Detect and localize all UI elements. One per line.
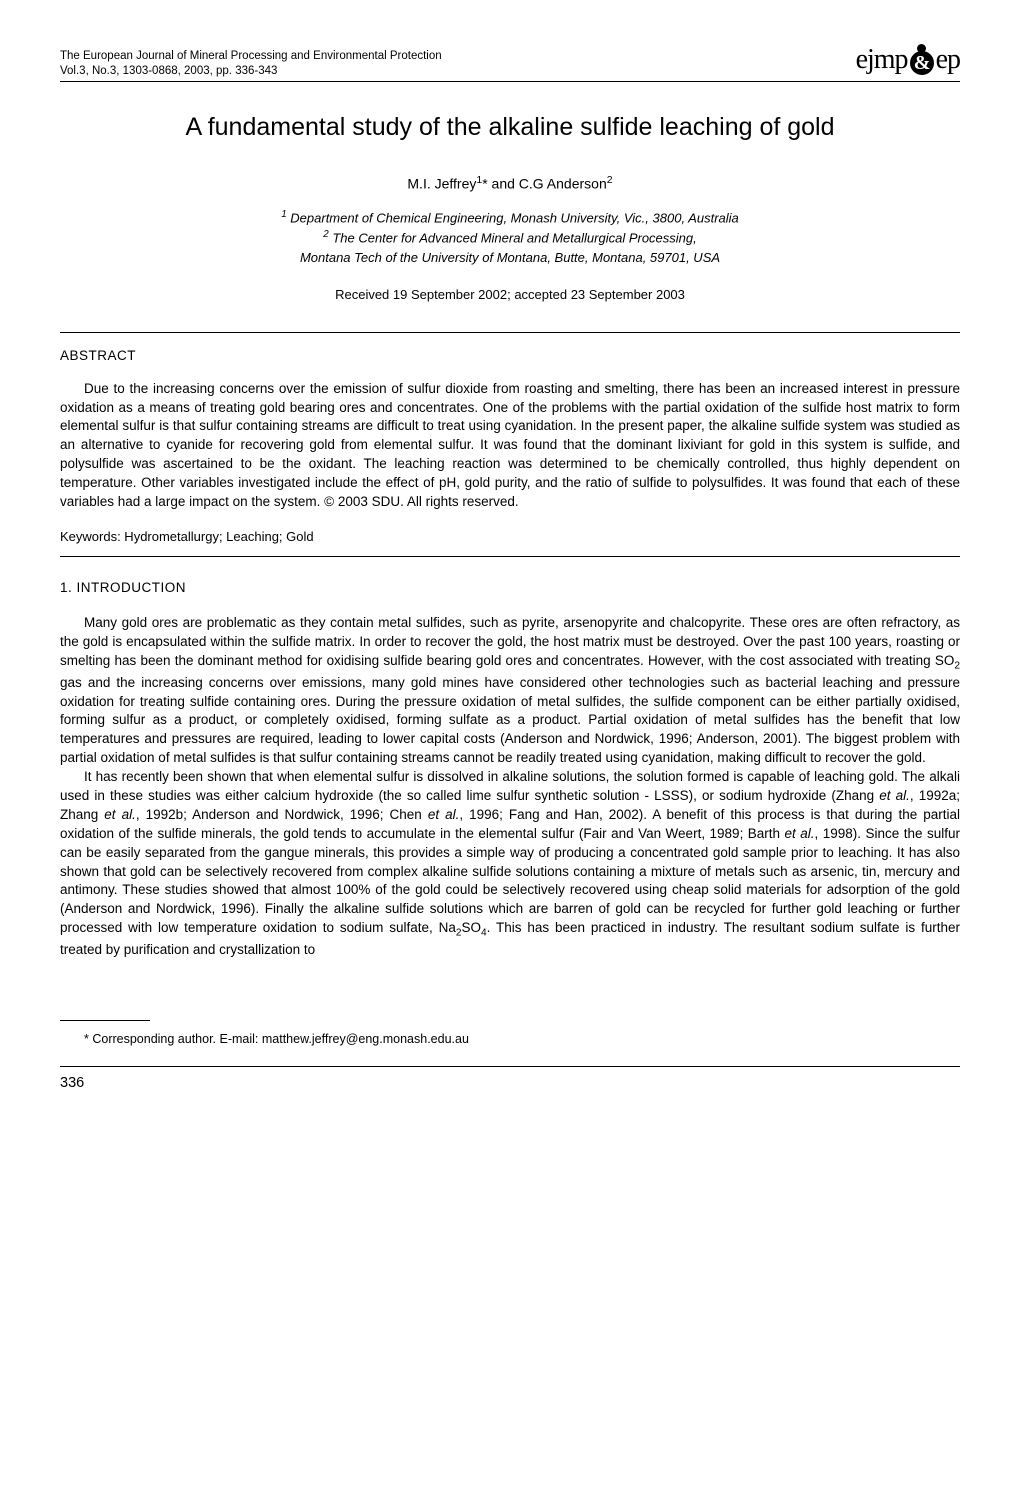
intro-paragraph-1: Many gold ores are problematic as they c… <box>60 614 960 768</box>
footnote-rule <box>60 1020 150 1021</box>
journal-title-line: The European Journal of Mineral Processi… <box>60 49 442 64</box>
header-row: The European Journal of Mineral Processi… <box>60 40 960 79</box>
received-dates: Received 19 September 2002; accepted 23 … <box>60 286 960 304</box>
corresponding-author-footnote: * Corresponding author. E-mail: matthew.… <box>60 1031 960 1049</box>
affiliation-3: Montana Tech of the University of Montan… <box>60 248 960 268</box>
introduction-heading: 1. INTRODUCTION <box>60 579 960 598</box>
logo-amp-char: & <box>910 51 934 75</box>
page-number: 336 <box>60 1075 84 1091</box>
abstract-text: Due to the increasing concerns over the … <box>60 380 960 512</box>
affiliation-2: 2 The Center for Advanced Mineral and Me… <box>60 228 960 248</box>
journal-vol-line: Vol.3, No.3, 1303-0868, 2003, pp. 336-34… <box>60 64 442 79</box>
logo-ampersand-icon: & <box>910 44 934 75</box>
authors: M.I. Jeffrey1* and C.G Anderson2 <box>60 173 960 194</box>
journal-logo: ejmp & ep <box>856 40 960 79</box>
abstract-bottom-rule <box>60 556 960 557</box>
keywords: Keywords: Hydrometallurgy; Leaching; Gol… <box>60 528 960 546</box>
abstract-top-rule <box>60 332 960 333</box>
page-footer: 336 <box>60 1066 960 1093</box>
logo-right-text: ep <box>936 40 960 79</box>
abstract-heading: ABSTRACT <box>60 347 960 366</box>
paper-title: A fundamental study of the alkaline sulf… <box>60 110 960 145</box>
logo-left-text: ejmp <box>856 40 908 79</box>
intro-paragraph-2: It has recently been shown that when ele… <box>60 768 960 960</box>
affiliations: 1 Department of Chemical Engineering, Mo… <box>60 208 960 267</box>
journal-info: The European Journal of Mineral Processi… <box>60 49 442 79</box>
affiliation-1: 1 Department of Chemical Engineering, Mo… <box>60 208 960 228</box>
header-rule <box>60 81 960 82</box>
